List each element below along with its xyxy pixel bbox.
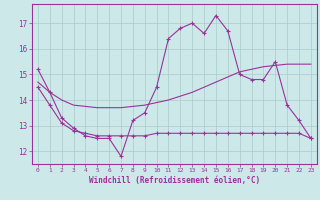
X-axis label: Windchill (Refroidissement éolien,°C): Windchill (Refroidissement éolien,°C) bbox=[89, 176, 260, 185]
